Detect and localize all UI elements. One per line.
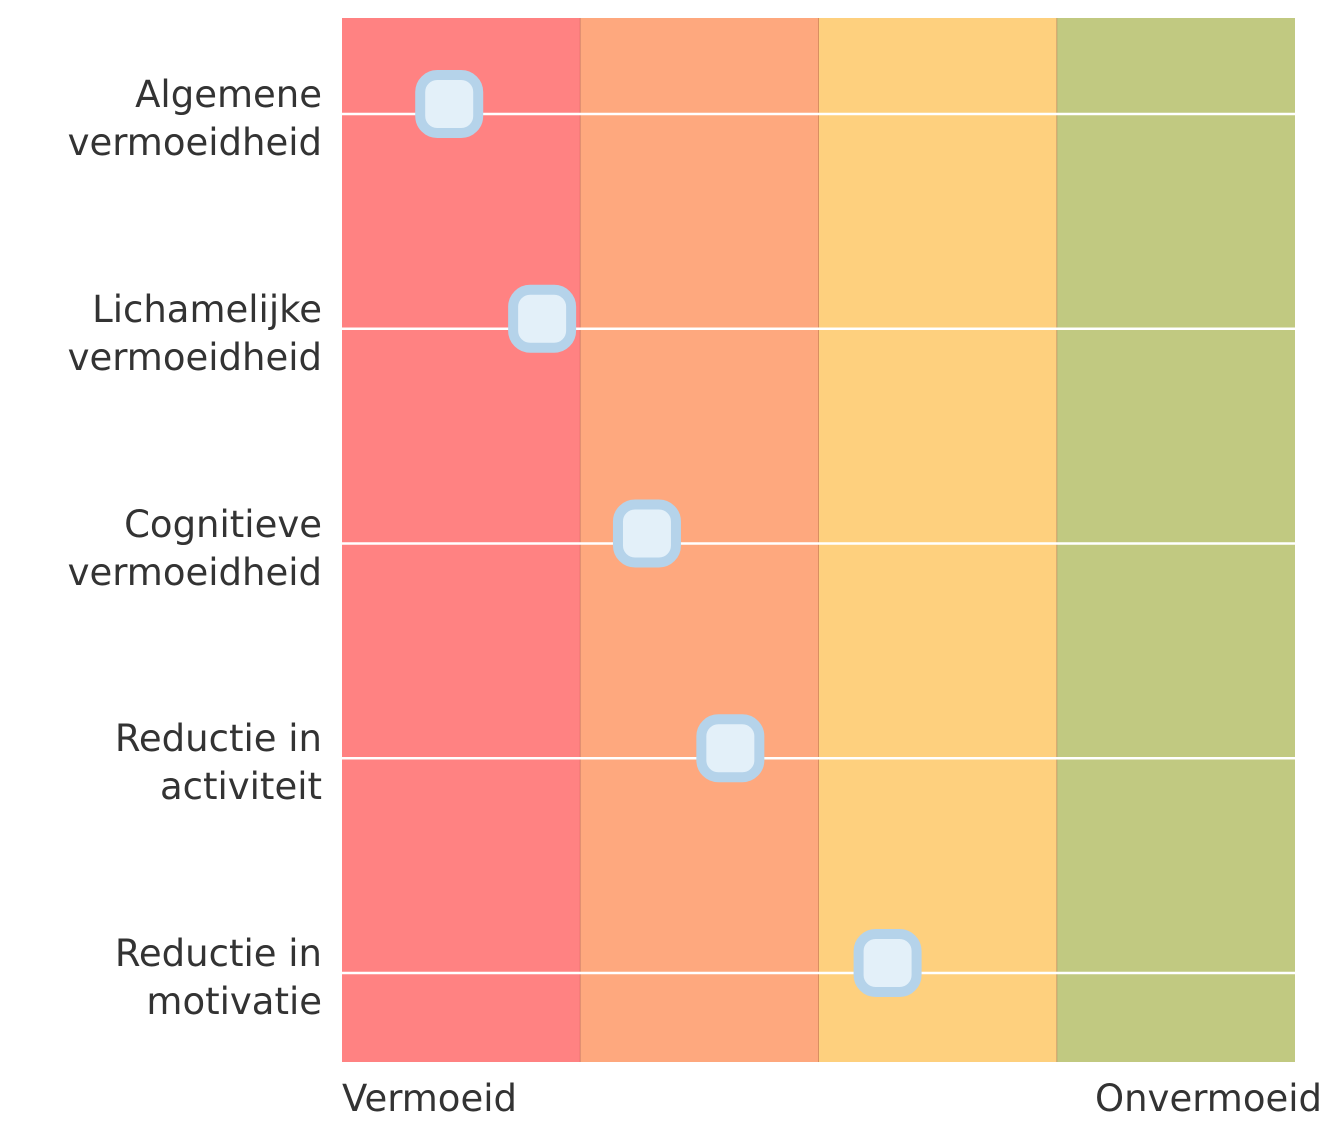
scale-label-right: Onvermoeid: [1094, 1077, 1322, 1120]
category-label: Algemene vermoeidheid: [67, 73, 322, 164]
category-label: Cognitieve vermoeidheid: [67, 502, 322, 594]
category-label: Lichamelijke vermoeidheid: [67, 287, 322, 379]
category-label: Reductie in motivatie: [114, 932, 322, 1023]
band: [342, 18, 581, 1062]
band: [818, 18, 1057, 1062]
category-label: Reductie in activiteit: [114, 717, 322, 809]
scale-label-left: Vermoeid: [342, 1077, 517, 1120]
marker: [415, 70, 484, 138]
marker: [696, 714, 765, 783]
marker: [853, 929, 922, 997]
marker: [612, 499, 681, 568]
marker: [508, 284, 577, 353]
band: [1056, 18, 1295, 1062]
